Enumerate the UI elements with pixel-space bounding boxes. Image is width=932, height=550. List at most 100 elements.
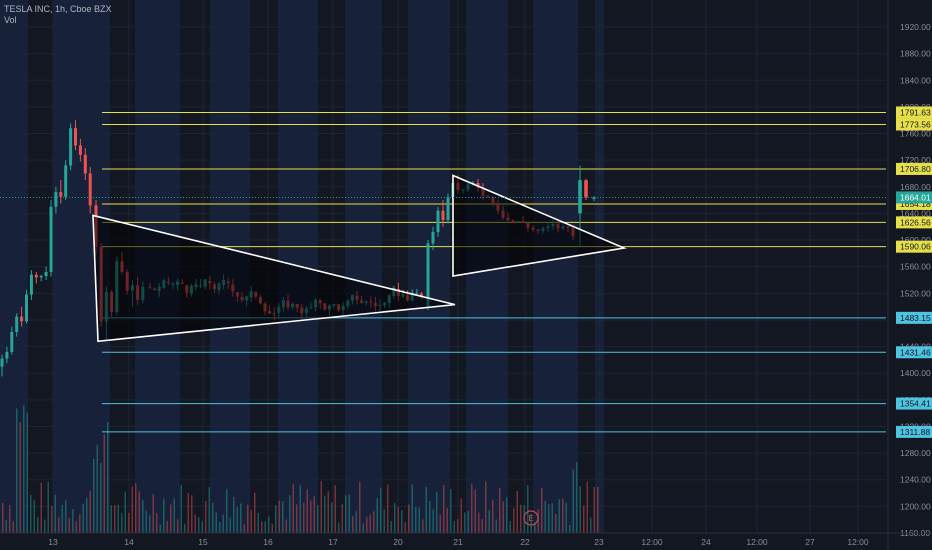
volume-bar [19,422,21,533]
candle-body [431,232,435,244]
candle-body [426,243,430,307]
time-axis[interactable]: 13 14 15 16 17 20 21 22 23 12:00 24 12:00 27 12:00 [0,532,932,547]
volume-bar [562,498,564,533]
level-price-text: 1483.15 [900,313,931,323]
level-price-text: 1431.46 [900,347,931,357]
volume-bar [282,501,284,533]
candle-body [436,210,440,233]
volume-bar [572,469,574,533]
volume-bar [264,521,266,533]
volume-bar [240,503,242,533]
volume-bar [555,514,557,533]
volume-bar [296,504,298,533]
level-price-tag[interactable] [896,118,932,131]
volume-bar [453,521,455,533]
volume-bar [544,500,546,533]
level-price-text: 1626.56 [900,217,931,227]
volume-bar [149,515,151,533]
volume-bar [527,485,529,533]
volume-bar [446,507,448,533]
volume-bar [86,497,88,533]
volume-bar [215,512,217,533]
candle-body [441,210,445,221]
volume-bar [387,484,389,533]
volume-bar [541,488,543,533]
volume-bar [180,484,182,533]
volume-bar [219,522,221,533]
price-tick-label: 1280.00 [900,448,931,458]
volume-bar [425,486,427,533]
level-price-tag[interactable] [896,397,932,410]
volume-bar [163,498,165,533]
chart-legend: TESLA INC, 1h, Cboe BZX Vol [4,4,112,26]
volume-bar [488,509,490,533]
current-price-text: 1664.01 [900,192,931,202]
level-price-tag[interactable] [896,425,932,438]
volume-bar [320,481,322,533]
volume-bar [520,504,522,533]
volume-bar [327,491,329,533]
candle-body [10,331,14,352]
volume-bar [170,504,172,533]
level-price-tag[interactable] [896,216,932,229]
candle-body [69,128,73,166]
candle-body [0,358,4,367]
volume-bar [583,505,585,533]
candle-body [39,276,43,278]
volume-bar [124,491,126,533]
volume-bar [37,517,39,533]
volume-bar [499,487,501,533]
volume-bar [226,489,228,533]
volume-bar [334,485,336,533]
volume-bar [537,509,539,533]
volume-bar [159,524,161,533]
earnings-marker[interactable]: E [523,510,539,526]
candle-body [592,197,596,199]
level-price-tag[interactable] [896,240,932,253]
horizontal-levels[interactable] [102,111,886,433]
volume-bar [376,498,378,533]
volume-indicator-label[interactable]: Vol [4,15,17,25]
volume-bar [75,521,77,533]
candle-body [15,316,19,332]
volume-bar [471,483,473,533]
volume-bar [121,513,123,533]
volume-bar [457,518,459,533]
volume-bar [9,505,11,533]
level-price-tag[interactable] [896,346,932,359]
price-tick-label: 1560.00 [900,262,931,272]
volume-bar [236,506,238,533]
volume-bar [89,490,91,533]
earnings-icon[interactable] [523,510,539,526]
candle-body [34,274,38,278]
candle-body [88,173,92,206]
volume-bar [380,487,382,533]
volume-bar [345,495,347,533]
level-price-tag[interactable] [896,311,932,324]
volume-bar [100,462,102,533]
level-price-text: 1311.88 [900,427,930,437]
price-tick-label: 1880.00 [900,49,931,59]
volume-bar [502,501,504,533]
time-tick-label: 17 [328,537,338,547]
volume-bar [198,517,200,533]
level-price-text: 1354.41 [900,399,931,409]
level-price-tag[interactable] [896,106,932,119]
volume-bar [467,510,469,533]
level-price-text: 1590.06 [900,242,931,252]
volume-bar [184,523,186,533]
time-tick-label: 22 [520,537,530,547]
volume-bar [131,486,133,533]
level-price-tag[interactable] [896,162,932,175]
volume-bar [306,489,308,533]
price-tick-label: 1640.00 [900,208,931,218]
candle-body [578,180,582,214]
volume-bar [2,502,4,533]
volume-bar [285,519,287,533]
level-price-text: 1791.63 [900,107,931,117]
volume-bar [201,521,203,533]
triangle-drawings[interactable] [92,174,627,343]
symbol-title[interactable]: TESLA INC, 1h, Cboe BZX [4,4,112,14]
